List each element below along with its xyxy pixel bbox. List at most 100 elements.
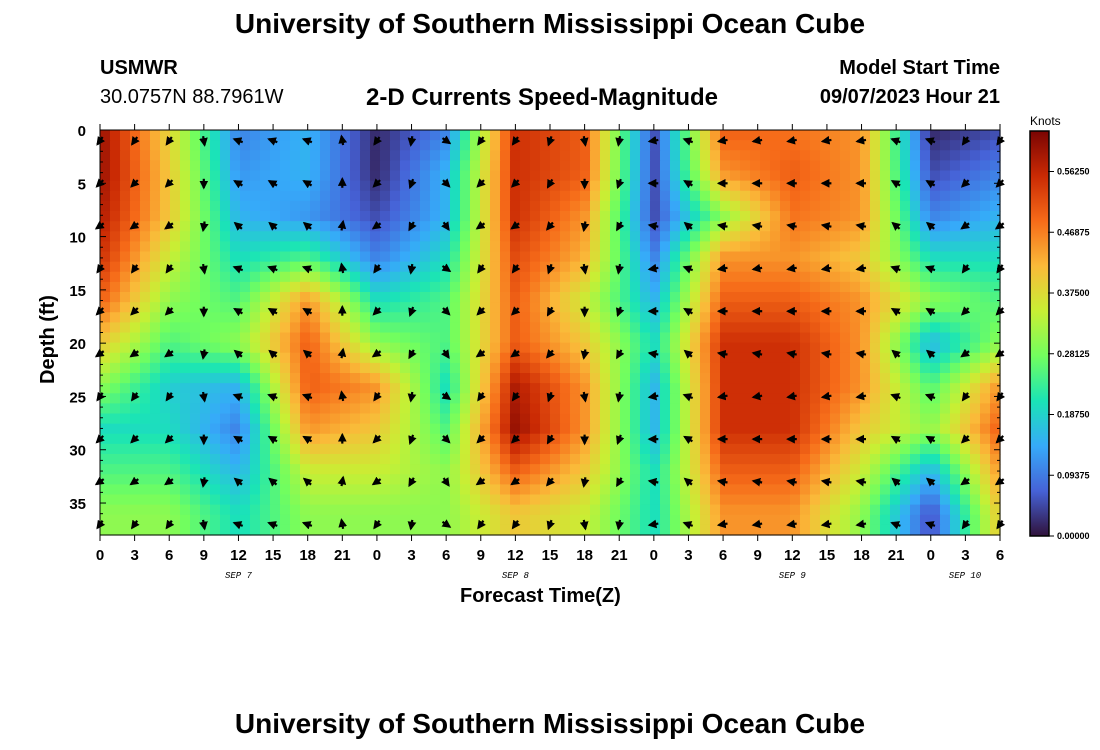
current-arrow xyxy=(129,348,140,358)
heatmap-cell xyxy=(250,190,261,202)
heatmap-cell xyxy=(390,281,401,293)
heatmap-cell xyxy=(310,130,321,141)
heatmap-cell xyxy=(740,322,751,334)
heatmap-cell xyxy=(490,393,501,404)
heatmap-cell xyxy=(210,484,221,496)
heatmap-cell xyxy=(850,221,861,232)
heatmap-cell xyxy=(170,352,181,364)
heatmap-cell xyxy=(760,352,771,364)
current-arrow xyxy=(546,136,555,147)
heatmap-cell xyxy=(110,130,121,141)
heatmap-cell xyxy=(570,292,581,303)
heatmap-cell xyxy=(340,423,351,435)
heatmap-cell xyxy=(260,342,271,354)
heatmap-cell xyxy=(430,413,441,425)
heatmap-cell xyxy=(980,140,991,151)
heatmap-cell xyxy=(630,140,641,151)
heatmap-cell xyxy=(400,180,411,192)
heatmap-cell xyxy=(700,383,711,394)
heatmap-cell xyxy=(780,261,791,273)
heatmap-cell xyxy=(210,231,221,242)
heatmap-cell xyxy=(150,211,161,222)
current-arrow xyxy=(545,221,555,231)
heatmap-cell xyxy=(850,514,861,526)
current-arrow xyxy=(616,349,625,360)
heatmap-cell xyxy=(150,271,161,283)
heatmap-cell xyxy=(750,443,761,455)
heatmap-cell xyxy=(200,200,211,212)
heatmap-cell xyxy=(700,261,711,273)
heatmap-cell xyxy=(320,130,331,141)
heatmap-cell xyxy=(420,494,431,506)
heatmap-cell xyxy=(390,190,401,202)
heatmap-cell xyxy=(690,352,701,364)
heatmap-cell xyxy=(300,312,311,323)
heatmap-cell xyxy=(740,251,751,263)
heatmap-cell xyxy=(510,130,521,141)
heatmap-cell xyxy=(410,423,421,435)
heatmap-cell xyxy=(270,332,281,344)
heatmap-cell xyxy=(170,130,181,141)
heatmap-cell xyxy=(410,494,421,506)
heatmap-cell xyxy=(390,170,401,182)
heatmap-cell xyxy=(270,362,281,374)
heatmap-cell xyxy=(980,200,991,212)
heatmap-cell xyxy=(350,494,361,506)
heatmap-cell xyxy=(710,130,721,141)
current-arrow xyxy=(579,136,589,147)
heatmap-cell xyxy=(420,332,431,344)
heatmap-cell xyxy=(290,251,301,263)
heatmap-cell xyxy=(860,373,871,384)
heatmap-cell xyxy=(220,292,231,303)
heatmap-cell xyxy=(640,170,651,182)
heatmap-cell xyxy=(340,140,351,151)
heatmap-cell xyxy=(940,251,951,263)
heatmap-cell xyxy=(540,302,551,313)
current-arrow xyxy=(475,476,486,486)
heatmap-cell xyxy=(590,292,601,303)
heatmap-cell xyxy=(860,160,871,172)
heatmap-cell xyxy=(330,261,341,273)
heatmap-cell xyxy=(110,443,121,455)
heatmap-cell xyxy=(490,443,501,455)
current-arrow xyxy=(267,180,278,189)
heatmap-cell xyxy=(900,342,911,354)
heatmap-cell xyxy=(320,160,331,172)
heatmap-cell xyxy=(450,241,461,253)
heatmap-cell xyxy=(180,342,191,354)
heatmap-cell xyxy=(790,140,801,151)
heatmap-cell xyxy=(980,443,991,455)
heatmap-cell xyxy=(400,322,411,334)
heatmap-cell xyxy=(430,251,441,263)
heatmap-cell xyxy=(390,221,401,232)
heatmap-cell xyxy=(150,241,161,253)
current-arrow xyxy=(924,137,936,146)
heatmap-cell xyxy=(990,271,1001,283)
heatmap-cell xyxy=(590,211,601,222)
current-arrow xyxy=(199,477,209,488)
heatmap-cell xyxy=(790,504,801,516)
heatmap-cell xyxy=(810,160,821,172)
heatmap-cell xyxy=(150,443,161,455)
current-arrow xyxy=(647,477,659,487)
heatmap-cell xyxy=(870,292,881,303)
heatmap-cell xyxy=(990,362,1001,374)
heatmap-cell xyxy=(850,271,861,283)
heatmap-cell xyxy=(660,281,671,293)
heatmap-cell xyxy=(740,261,751,273)
heatmap-cell xyxy=(150,312,161,323)
heatmap-cell xyxy=(810,413,821,425)
heatmap-cell xyxy=(460,342,471,354)
heatmap-cell xyxy=(800,362,811,374)
heatmap-cell xyxy=(720,130,731,141)
heatmap-cell xyxy=(140,292,151,303)
heatmap-cell xyxy=(410,322,421,334)
heatmap-cell xyxy=(370,302,381,313)
heatmap-cell xyxy=(350,403,361,415)
heatmap-cell xyxy=(970,302,981,313)
heatmap-cell xyxy=(110,332,121,344)
heatmap-cell xyxy=(430,231,441,242)
heatmap-cell xyxy=(430,200,441,212)
current-arrow xyxy=(647,391,659,401)
heatmap-cell xyxy=(430,524,441,536)
